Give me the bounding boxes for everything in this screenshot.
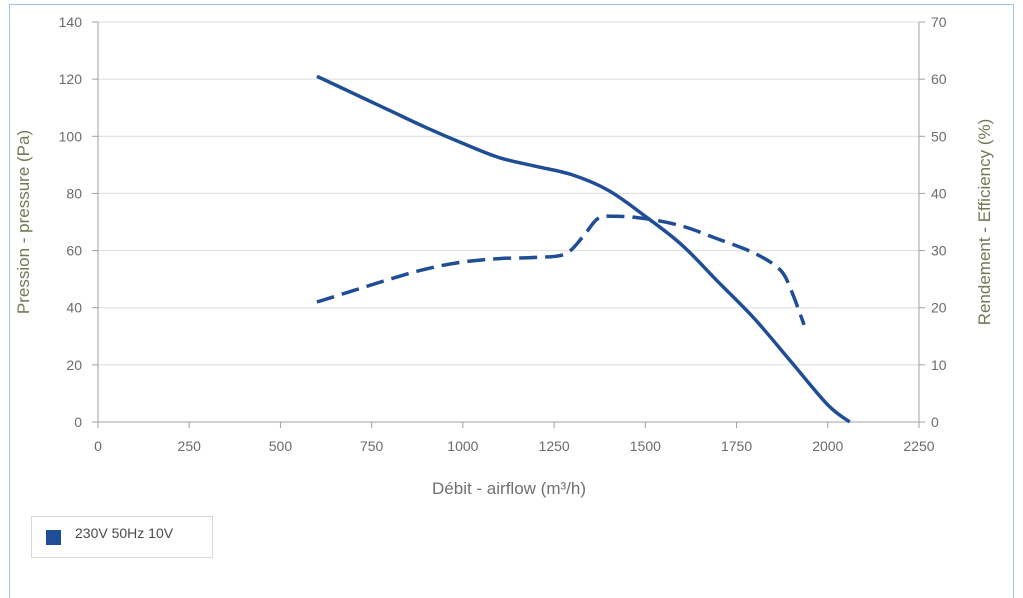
y-tick-label: 80 bbox=[66, 185, 82, 201]
y2-axis-title: Rendement - Efficiency (%) bbox=[975, 119, 994, 326]
pressure-line bbox=[316, 74, 851, 424]
x-tick-label: 1000 bbox=[447, 438, 478, 454]
x-axis-title: Débit - airflow (m³/h) bbox=[432, 479, 586, 498]
efficiency-line bbox=[316, 214, 806, 326]
y-tick-label: 20 bbox=[66, 357, 82, 373]
grid-layer bbox=[98, 21, 919, 423]
x-tick-label: 250 bbox=[178, 438, 202, 454]
chart-frame bbox=[9, 4, 1014, 598]
y-tick-label: 100 bbox=[59, 128, 83, 144]
x-tick-label: 500 bbox=[269, 438, 293, 454]
y-tick-label: 40 bbox=[66, 300, 82, 316]
y2-tick-label: 40 bbox=[931, 185, 947, 201]
y2-tick-label: 0 bbox=[931, 414, 939, 430]
axis-layer: 0 20 40 60 80 100 120 140 0 10 20 30 40 50 60 70 0 250 500… bbox=[59, 14, 947, 454]
x-tick-label: 1750 bbox=[721, 438, 752, 454]
legend-label: 230V 50Hz 10V bbox=[75, 525, 174, 541]
x-tick-label: 1250 bbox=[539, 438, 570, 454]
y2-tick-label: 10 bbox=[931, 357, 947, 373]
y-tick-label: 140 bbox=[59, 14, 83, 30]
y2-tick-label: 50 bbox=[931, 128, 947, 144]
y-tick-label: 120 bbox=[59, 71, 83, 87]
y2-tick-label: 60 bbox=[931, 71, 947, 87]
x-tick-label: 0 bbox=[94, 438, 102, 454]
x-tick-label: 1500 bbox=[630, 438, 661, 454]
legend-swatch bbox=[46, 530, 61, 545]
y2-tick-label: 70 bbox=[931, 14, 947, 30]
y2-tick-label: 30 bbox=[931, 243, 947, 259]
x-tick-label: 2250 bbox=[903, 438, 934, 454]
y-tick-label: 60 bbox=[66, 243, 82, 259]
y2-tick-label: 20 bbox=[931, 300, 947, 316]
series-layer bbox=[316, 74, 851, 424]
y-tick-label: 0 bbox=[74, 414, 82, 430]
x-tick-label: 2000 bbox=[812, 438, 843, 454]
y-axis-title: Pression - pressure (Pa) bbox=[14, 130, 33, 314]
x-tick-label: 750 bbox=[360, 438, 384, 454]
legend: 230V 50Hz 10V bbox=[31, 516, 213, 558]
